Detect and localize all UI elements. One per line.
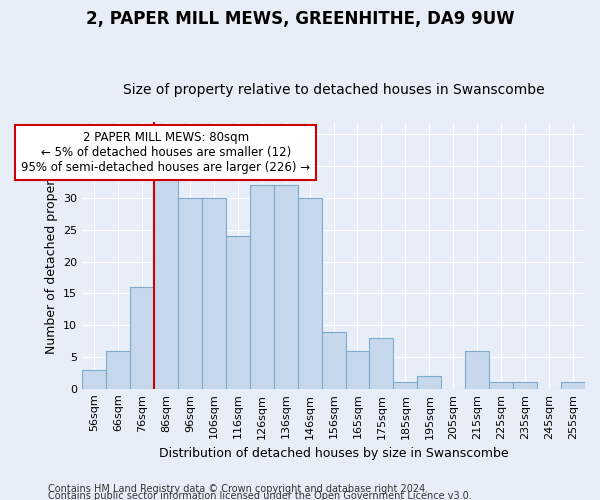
- Bar: [130, 287, 154, 389]
- Bar: [489, 382, 513, 389]
- Bar: [178, 198, 202, 389]
- Bar: [394, 382, 418, 389]
- Bar: [465, 350, 489, 389]
- Bar: [322, 332, 346, 389]
- Y-axis label: Number of detached properties: Number of detached properties: [44, 157, 58, 354]
- Text: 2 PAPER MILL MEWS: 80sqm
← 5% of detached houses are smaller (12)
95% of semi-de: 2 PAPER MILL MEWS: 80sqm ← 5% of detache…: [22, 132, 310, 174]
- X-axis label: Distribution of detached houses by size in Swanscombe: Distribution of detached houses by size …: [159, 447, 508, 460]
- Bar: [370, 338, 394, 389]
- Bar: [418, 376, 442, 389]
- Bar: [250, 186, 274, 389]
- Bar: [274, 186, 298, 389]
- Text: Contains public sector information licensed under the Open Government Licence v3: Contains public sector information licen…: [48, 491, 472, 500]
- Bar: [106, 350, 130, 389]
- Bar: [561, 382, 585, 389]
- Bar: [346, 350, 370, 389]
- Bar: [82, 370, 106, 389]
- Bar: [226, 236, 250, 389]
- Text: 2, PAPER MILL MEWS, GREENHITHE, DA9 9UW: 2, PAPER MILL MEWS, GREENHITHE, DA9 9UW: [86, 10, 514, 28]
- Bar: [298, 198, 322, 389]
- Bar: [154, 179, 178, 389]
- Bar: [513, 382, 537, 389]
- Title: Size of property relative to detached houses in Swanscombe: Size of property relative to detached ho…: [123, 83, 544, 97]
- Bar: [202, 198, 226, 389]
- Text: Contains HM Land Registry data © Crown copyright and database right 2024.: Contains HM Land Registry data © Crown c…: [48, 484, 428, 494]
